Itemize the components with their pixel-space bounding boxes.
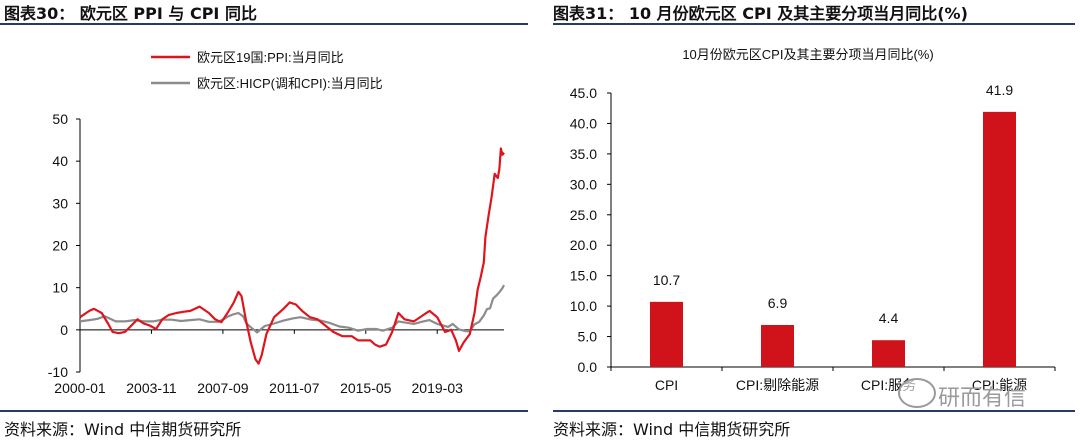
bar-y-tick-label-9: 0.0 — [578, 359, 598, 375]
wechat-bubble-icon — [898, 378, 936, 408]
bar-y-tick-label-2: 35.0 — [570, 146, 597, 162]
bar-3 — [983, 111, 1016, 368]
legend-label-0: 欧元区19国:PPI:当月同比 — [197, 50, 344, 65]
bar-chart-svg: 10月份欧元区CPI及其主要分项当月同比(%) 45.0 40.0 35.0 30.0 2… — [570, 47, 1056, 393]
bar-category-label-1: CPI:剔除能源 — [736, 377, 819, 393]
y-tick-label-3: 20 — [52, 238, 68, 254]
x-tick-label-1: 2003-11 — [126, 380, 177, 396]
bar-y-tick-label-7: 10.0 — [570, 298, 597, 314]
bar-value-label-0: 10.7 — [653, 272, 680, 288]
right-bottom-rule — [553, 410, 1075, 412]
left-top-rule — [0, 23, 528, 25]
bar-y-tick-label-6: 15.0 — [570, 268, 597, 284]
legend-label-1: 欧元区:HICP(调和CPI):当月同比 — [197, 76, 383, 91]
bar-y-tick-label-0: 45.0 — [570, 85, 597, 101]
x-tick-label-0: 2000-01 — [54, 380, 106, 396]
left-panel-title: 图表30： 欧元区 PPI 与 CPI 同比 — [4, 4, 257, 23]
left-source-note: 资料来源：Wind 中信期货研究所 — [4, 420, 242, 439]
y-tick-label-0: 50 — [52, 111, 68, 127]
bar-value-label-2: 4.4 — [879, 310, 899, 326]
bar-category-label-3: CPI:能源 — [972, 377, 1027, 393]
bar-y-tick-label-5: 20.0 — [570, 237, 597, 253]
bar-2 — [872, 340, 905, 367]
x-tick-label-4: 2015-05 — [340, 380, 392, 396]
right-source-note: 资料来源：Wind 中信期货研究所 — [553, 420, 791, 439]
bar-value-label-1: 6.9 — [768, 295, 788, 311]
line-chart: 欧元区19国:PPI:当月同比欧元区:HICP(调和CPI):当月同比 50 40 3… — [20, 28, 528, 408]
left-bottom-rule — [0, 410, 528, 412]
y-tick-label-4: 10 — [52, 280, 68, 296]
y-tick-label-6: -10 — [48, 364, 68, 380]
y-tick-label-2: 30 — [52, 195, 68, 211]
x-tick-label-2: 2007-09 — [197, 380, 249, 396]
bar-value-label-3: 41.9 — [986, 82, 1013, 98]
bar-category-label-0: CPI — [655, 377, 678, 393]
bar-y-tick-label-4: 25.0 — [570, 207, 597, 223]
y-tick-label-1: 40 — [52, 153, 68, 169]
watermark-text: 研而有信 — [938, 386, 1027, 411]
bar-1 — [761, 324, 794, 367]
y-tick-label-5: 0 — [60, 322, 68, 338]
watermark: 研而有信 — [898, 376, 1048, 411]
x-tick-label-3: 2011-07 — [269, 380, 320, 396]
bar-chart-title: 10月份欧元区CPI及其主要分项当月同比(%) — [682, 47, 933, 62]
bar-chart: 10月份欧元区CPI及其主要分项当月同比(%) 45.0 40.0 35.0 30.0 2… — [560, 28, 1075, 408]
right-panel-title: 图表31： 10 月份欧元区 CPI 及其主要分项当月同比(%) — [553, 4, 968, 23]
series-line-0 — [79, 147, 505, 365]
bar-y-tick-label-1: 40.0 — [570, 115, 597, 131]
bar-0 — [650, 301, 683, 367]
bar-y-tick-label-3: 30.0 — [570, 176, 597, 192]
x-tick-label-5: 2019-03 — [412, 380, 464, 396]
right-top-rule — [553, 23, 1075, 25]
bar-y-tick-label-8: 5.0 — [578, 329, 598, 345]
